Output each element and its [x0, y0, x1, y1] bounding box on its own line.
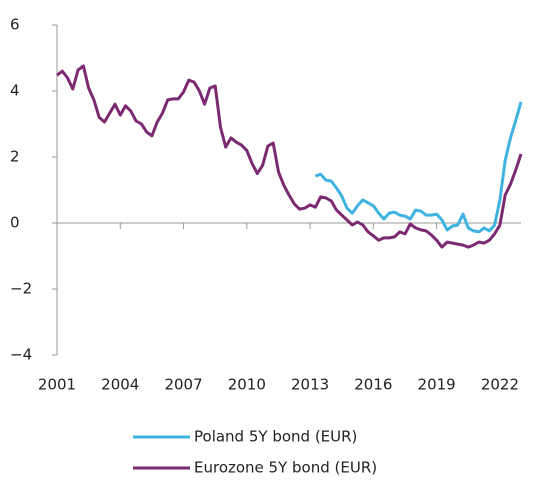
y-tick-label: −2: [10, 280, 32, 298]
legend-label: Poland 5Y bond (EUR): [194, 428, 357, 446]
x-tick-label: 2013: [291, 376, 329, 394]
series-line: [314, 101, 523, 234]
x-tick-label: 2010: [228, 376, 266, 394]
x-tick-label: 2004: [101, 376, 139, 394]
y-tick-label: 0: [10, 214, 20, 232]
x-tick-label: 2007: [164, 376, 202, 394]
y-tick-label: 2: [10, 148, 20, 166]
y-tick-label: −4: [10, 346, 32, 364]
x-tick-label: 2022: [481, 376, 519, 394]
series-line: [56, 64, 523, 249]
y-tick-label: 4: [10, 82, 20, 100]
y-tick-label: 6: [10, 16, 20, 34]
x-tick-label: 2016: [354, 376, 392, 394]
x-tick-label: 2019: [418, 376, 456, 394]
legend-label: Eurozone 5Y bond (EUR): [194, 459, 377, 477]
x-tick-label: 2001: [38, 376, 76, 394]
